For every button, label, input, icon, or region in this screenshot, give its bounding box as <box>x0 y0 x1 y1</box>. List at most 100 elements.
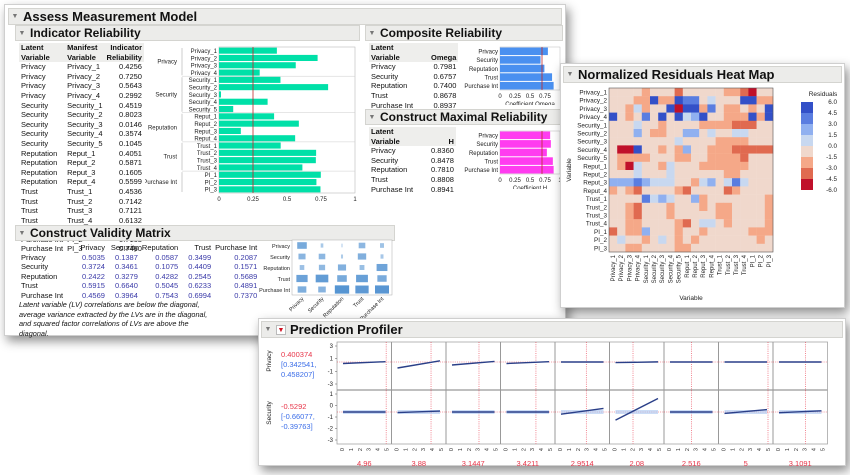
table-row: Trust 0.8678 <box>369 91 458 101</box>
svg-text:2.9514: 2.9514 <box>571 459 594 466</box>
heatmap-header[interactable]: ▼ Normalized Residuals Heat Map <box>563 66 842 83</box>
svg-text:Trust_4: Trust_4 <box>197 166 218 172</box>
svg-text:5: 5 <box>821 448 827 451</box>
svg-text:0: 0 <box>330 404 334 410</box>
disclosure-triangle-icon[interactable]: ▼ <box>18 229 26 237</box>
disclosure-triangle-icon[interactable]: ▼ <box>566 71 574 78</box>
svg-text:4: 4 <box>594 448 600 451</box>
col-header: Security <box>110 243 138 252</box>
row-label: Reputation <box>21 271 58 281</box>
indicator-reliability-header[interactable]: ▼ Indicator Reliability <box>15 25 360 41</box>
svg-text:-1.5: -1.5 <box>826 154 837 161</box>
cell: 0.8023 <box>119 110 142 120</box>
table-row: Security Security_4 0.3574 <box>19 129 144 139</box>
svg-text:0: 0 <box>449 448 455 451</box>
svg-text:-3: -3 <box>328 382 334 388</box>
svg-text:Security_4: Security_4 <box>668 254 674 283</box>
profiler-window: ▼ ▼ Prediction Profiler Privacy 0.400374[… <box>258 318 846 466</box>
profiler-header[interactable]: ▼ ▼ Prediction Profiler <box>261 321 843 338</box>
col-header: Privacy <box>80 243 105 252</box>
svg-text:0.25: 0.25 <box>247 197 259 203</box>
cell: Security_2 <box>67 110 103 120</box>
cell: Security <box>21 138 49 148</box>
svg-text:Privacy_2: Privacy_2 <box>619 254 625 281</box>
cell: 0.5643 <box>119 81 142 91</box>
svg-text:0: 0 <box>776 448 782 451</box>
svg-text:3: 3 <box>694 448 700 451</box>
cell: Trust <box>371 174 388 184</box>
maximal-reliability-table: Latent Variable H Privacy 0.8360 Security 0.… <box>369 127 456 194</box>
row-label: Purchase Int <box>21 290 64 300</box>
svg-text:3: 3 <box>585 448 591 451</box>
residuals-heatmap: Privacy_1Privacy_1Privacy_2Privacy_2Priv… <box>566 87 838 302</box>
cell: Security <box>21 129 49 139</box>
svg-text:Privacy_1: Privacy_1 <box>579 90 607 97</box>
assess-measurement-header[interactable]: ▼ Assess Measurement Model <box>8 8 562 25</box>
svg-text:2: 2 <box>521 448 527 451</box>
svg-text:3.1091: 3.1091 <box>789 459 812 466</box>
cell: 0.2087 <box>234 252 258 262</box>
svg-text:Reput_4: Reput_4 <box>709 254 715 277</box>
svg-text:3.0: 3.0 <box>828 121 837 128</box>
cell: 0.2422 <box>82 271 105 281</box>
svg-text:Purchase Int: Purchase Int <box>259 288 290 294</box>
cell: Security_5 <box>67 138 103 148</box>
svg-text:Reput_1: Reput_1 <box>685 254 691 277</box>
svg-text:Reput_2: Reput_2 <box>693 254 699 277</box>
svg-text:Privacy: Privacy <box>288 296 305 313</box>
svg-text:4: 4 <box>757 448 763 451</box>
table-row: Trust Trust_3 0.7121 <box>19 206 144 216</box>
svg-text:0.0: 0.0 <box>828 143 837 150</box>
table-row: Reputation 0.2422 0.3279 0.4282 0.2545 0.5689 <box>19 272 259 282</box>
disclosure-triangle-icon[interactable]: ▼ <box>368 113 376 121</box>
validity-matrix-header[interactable]: ▼ Construct Validity Matrix <box>15 225 395 241</box>
svg-text:Trust_2: Trust_2 <box>197 151 218 157</box>
disclosure-triangle-icon[interactable]: ▼ <box>18 29 26 37</box>
svg-text:2.516: 2.516 <box>682 459 701 466</box>
svg-text:0.75: 0.75 <box>539 94 551 100</box>
cell: 0.6994 <box>188 290 212 300</box>
svg-text:Reputation: Reputation <box>322 296 345 319</box>
svg-text:PI_1: PI_1 <box>205 173 218 179</box>
indicator-reliability-table: Latent Variable Manifest Variable Indicato… <box>19 43 144 254</box>
maximal-reliability-header[interactable]: ▼ Construct Maximal Reliability <box>365 109 563 125</box>
svg-text:4: 4 <box>485 448 491 451</box>
col-header-h: H <box>429 127 456 147</box>
cell: Purchase Int <box>371 100 414 110</box>
composite-reliability-chart: Privacy Security Reputation Trust Purchase I… <box>464 46 561 105</box>
svg-text:Reput_3: Reput_3 <box>583 180 607 187</box>
disclosure-triangle-icon[interactable]: ▼ <box>11 13 19 20</box>
table-row: Privacy 0.8360 <box>369 146 456 156</box>
svg-text:1: 1 <box>349 448 355 451</box>
disclosure-triangle-icon[interactable]: ▼ <box>264 326 272 333</box>
svg-text:0: 0 <box>395 448 401 451</box>
table-row: Privacy Privacy_2 0.7250 <box>19 72 144 82</box>
table-row: Reputation 0.7810 <box>369 165 456 175</box>
table-row: Privacy Privacy_3 0.5643 <box>19 81 144 91</box>
cell: Reputation <box>371 165 408 175</box>
svg-text:4: 4 <box>812 448 818 451</box>
svg-text:Security_3: Security_3 <box>189 93 218 99</box>
svg-text:PI_1: PI_1 <box>594 229 607 236</box>
cell: 0.8360 <box>431 146 454 156</box>
svg-text:0: 0 <box>667 448 673 451</box>
svg-text:3: 3 <box>803 448 809 451</box>
cell: Trust_4 <box>67 215 93 225</box>
cell: 0.5871 <box>119 158 142 168</box>
svg-text:4.96: 4.96 <box>357 459 372 466</box>
composite-reliability-header[interactable]: ▼ Composite Reliability <box>365 25 563 41</box>
svg-text:Residuals: Residuals <box>809 91 838 98</box>
svg-text:6.0: 6.0 <box>828 99 837 106</box>
svg-text:Trust_1: Trust_1 <box>718 254 724 275</box>
svg-text:Security: Security <box>270 255 290 261</box>
svg-text:2: 2 <box>576 448 582 451</box>
svg-text:1: 1 <box>353 197 357 203</box>
table-row: Security Security_3 0.0146 <box>19 120 144 130</box>
disclosure-triangle-icon[interactable]: ▼ <box>368 29 376 37</box>
svg-text:-0.5292: -0.5292 <box>281 402 306 411</box>
cell: Purchase Int <box>371 184 414 194</box>
cell: 0.8678 <box>433 90 457 100</box>
red-menu-triangle-icon[interactable]: ▼ <box>276 324 286 335</box>
svg-text:1: 1 <box>730 448 736 451</box>
cell: Privacy_3 <box>67 81 101 91</box>
